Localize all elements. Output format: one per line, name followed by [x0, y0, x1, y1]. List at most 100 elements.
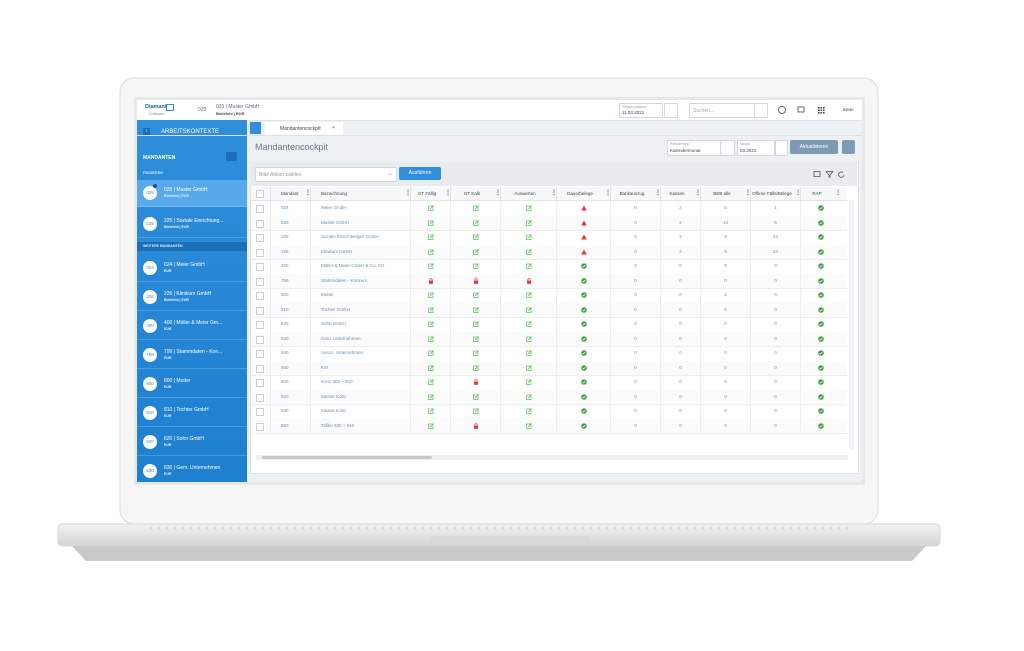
column-header[interactable]: Mandant — [270, 187, 310, 200]
client-item[interactable]: 820 820 | Sohn GmbH EUR — [137, 429, 247, 456]
table-row[interactable] — [251, 389, 847, 405]
row-checkbox[interactable] — [256, 422, 264, 431]
apps-icon[interactable] — [818, 107, 825, 114]
column-header[interactable]: RAP — [800, 187, 840, 200]
row-checkbox[interactable] — [256, 393, 264, 402]
client-item[interactable]: 400 400 | Müller & Meier Gm... EUR — [137, 313, 247, 340]
row-checkbox[interactable] — [256, 364, 264, 373]
status-icon[interactable] — [410, 418, 450, 433]
status-icon[interactable] — [500, 404, 556, 419]
column-header[interactable]: GT Fällig — [410, 187, 450, 200]
row-checkbox[interactable] — [256, 408, 264, 416]
search-button[interactable] — [754, 103, 768, 118]
h-scroll-track[interactable] — [256, 455, 848, 460]
v-scroll-track[interactable] — [849, 200, 854, 450]
column-header[interactable]: Kassen — [660, 187, 700, 200]
column-menu[interactable]: ⋮ — [695, 190, 701, 196]
column-menu[interactable]: ⋮ — [551, 190, 557, 196]
status-icon[interactable] — [500, 215, 556, 230]
column-menu[interactable]: ⋮ — [305, 190, 311, 196]
table-row[interactable] — [251, 331, 847, 347]
status-icon[interactable] — [500, 302, 556, 317]
row-checkbox[interactable] — [256, 219, 264, 228]
status-icon[interactable] — [500, 346, 556, 361]
status-icon[interactable] — [500, 375, 556, 390]
status-icon[interactable] — [410, 288, 450, 303]
status-icon[interactable] — [450, 389, 500, 404]
client-item[interactable]: 800 800 | Mutter EUR — [137, 371, 247, 398]
ref-date-box[interactable]: Referenzdatum 11.03.2021 — [619, 103, 663, 118]
table-row[interactable] — [251, 360, 847, 376]
execute-button[interactable]: Ausführen — [399, 167, 441, 180]
column-menu[interactable]: ⋮ — [495, 190, 501, 196]
status-icon[interactable] — [500, 230, 556, 245]
month-picker[interactable] — [775, 140, 788, 156]
status-icon[interactable] — [500, 389, 556, 404]
status-icon[interactable] — [500, 317, 556, 332]
status-icon[interactable] — [500, 418, 556, 433]
status-icon[interactable] — [450, 360, 500, 375]
status-icon[interactable] — [450, 288, 500, 303]
status-icon[interactable] — [410, 215, 450, 230]
period-dropdown[interactable] — [720, 140, 735, 156]
status-icon[interactable] — [500, 244, 556, 259]
status-icon[interactable] — [410, 244, 450, 259]
status-icon[interactable] — [450, 302, 500, 317]
table-row[interactable] — [251, 244, 847, 260]
client-item[interactable]: 024 024 | Meier GmbH EUR — [137, 255, 247, 282]
row-checkbox[interactable] — [256, 321, 264, 329]
column-menu[interactable]: ⋮ — [655, 190, 661, 196]
column-header[interactable]: Auswerten — [500, 187, 556, 200]
client-item[interactable]: 025 025 | Muster GmbH Bielefeld | EUR — [137, 180, 247, 207]
status-icon[interactable] — [450, 346, 500, 361]
column-menu[interactable]: ⋮ — [605, 190, 611, 196]
status-icon[interactable] — [500, 288, 556, 303]
status-icon[interactable] — [450, 404, 500, 419]
row-checkbox[interactable] — [256, 306, 264, 315]
column-header[interactable]: Bankauszug — [610, 187, 660, 200]
status-icon[interactable] — [410, 389, 450, 404]
filter-icon[interactable] — [825, 171, 834, 178]
tab-close[interactable]: × — [332, 125, 335, 131]
column-menu[interactable]: ⋮ — [445, 190, 451, 196]
client-item[interactable]: 810 810 | Tochter GmbH EUR — [137, 400, 247, 427]
status-icon[interactable] — [410, 360, 450, 375]
row-checkbox[interactable] — [256, 248, 264, 257]
status-icon[interactable] — [410, 201, 450, 216]
collapse-button[interactable]: ‹ — [143, 128, 150, 135]
client-item[interactable]: 799 799 | Stammdaten - Kon... EUR — [137, 342, 247, 369]
client-item[interactable]: 226 226 | Klinikum GmbH Bielefeld | EUR — [137, 284, 247, 311]
table-row[interactable] — [251, 273, 847, 289]
table-row[interactable] — [251, 418, 847, 434]
row-checkbox[interactable] — [256, 205, 264, 213]
row-checkbox[interactable] — [256, 379, 264, 387]
status-icon[interactable] — [450, 201, 500, 216]
status-icon[interactable] — [410, 404, 450, 419]
reload-icon[interactable] — [838, 171, 845, 178]
refresh-button[interactable]: Aktualisieren — [790, 140, 838, 154]
status-icon[interactable] — [410, 302, 450, 317]
help-icon[interactable] — [778, 106, 786, 114]
column-menu[interactable]: ⋮ — [835, 190, 841, 196]
column-header[interactable]: Bezeichnung — [310, 187, 410, 200]
column-header[interactable]: Offene Fälle/Belege — [750, 187, 800, 200]
row-checkbox[interactable] — [256, 263, 264, 271]
column-header[interactable]: Dauerbelege — [556, 187, 610, 200]
row-checkbox[interactable] — [256, 335, 264, 344]
chat-icon[interactable] — [797, 106, 805, 113]
row-checkbox[interactable] — [256, 234, 264, 242]
tab[interactable]: Mandantencockpit × — [265, 122, 343, 135]
search-clients[interactable] — [226, 152, 237, 161]
status-icon[interactable] — [410, 375, 450, 390]
status-icon[interactable] — [410, 259, 450, 274]
home-tab[interactable] — [250, 122, 261, 134]
columns-icon[interactable] — [813, 171, 821, 177]
period-select[interactable]: Periodentyp Kalendermonat — [667, 140, 735, 156]
status-icon[interactable] — [500, 201, 556, 216]
column-menu[interactable]: ⋮ — [405, 190, 411, 196]
month-input[interactable]: Monat 03.2021 — [737, 140, 775, 156]
row-checkbox[interactable] — [256, 350, 264, 358]
select-all[interactable] — [256, 190, 264, 198]
calendar-button[interactable] — [664, 103, 678, 118]
row-checkbox[interactable] — [256, 277, 264, 286]
